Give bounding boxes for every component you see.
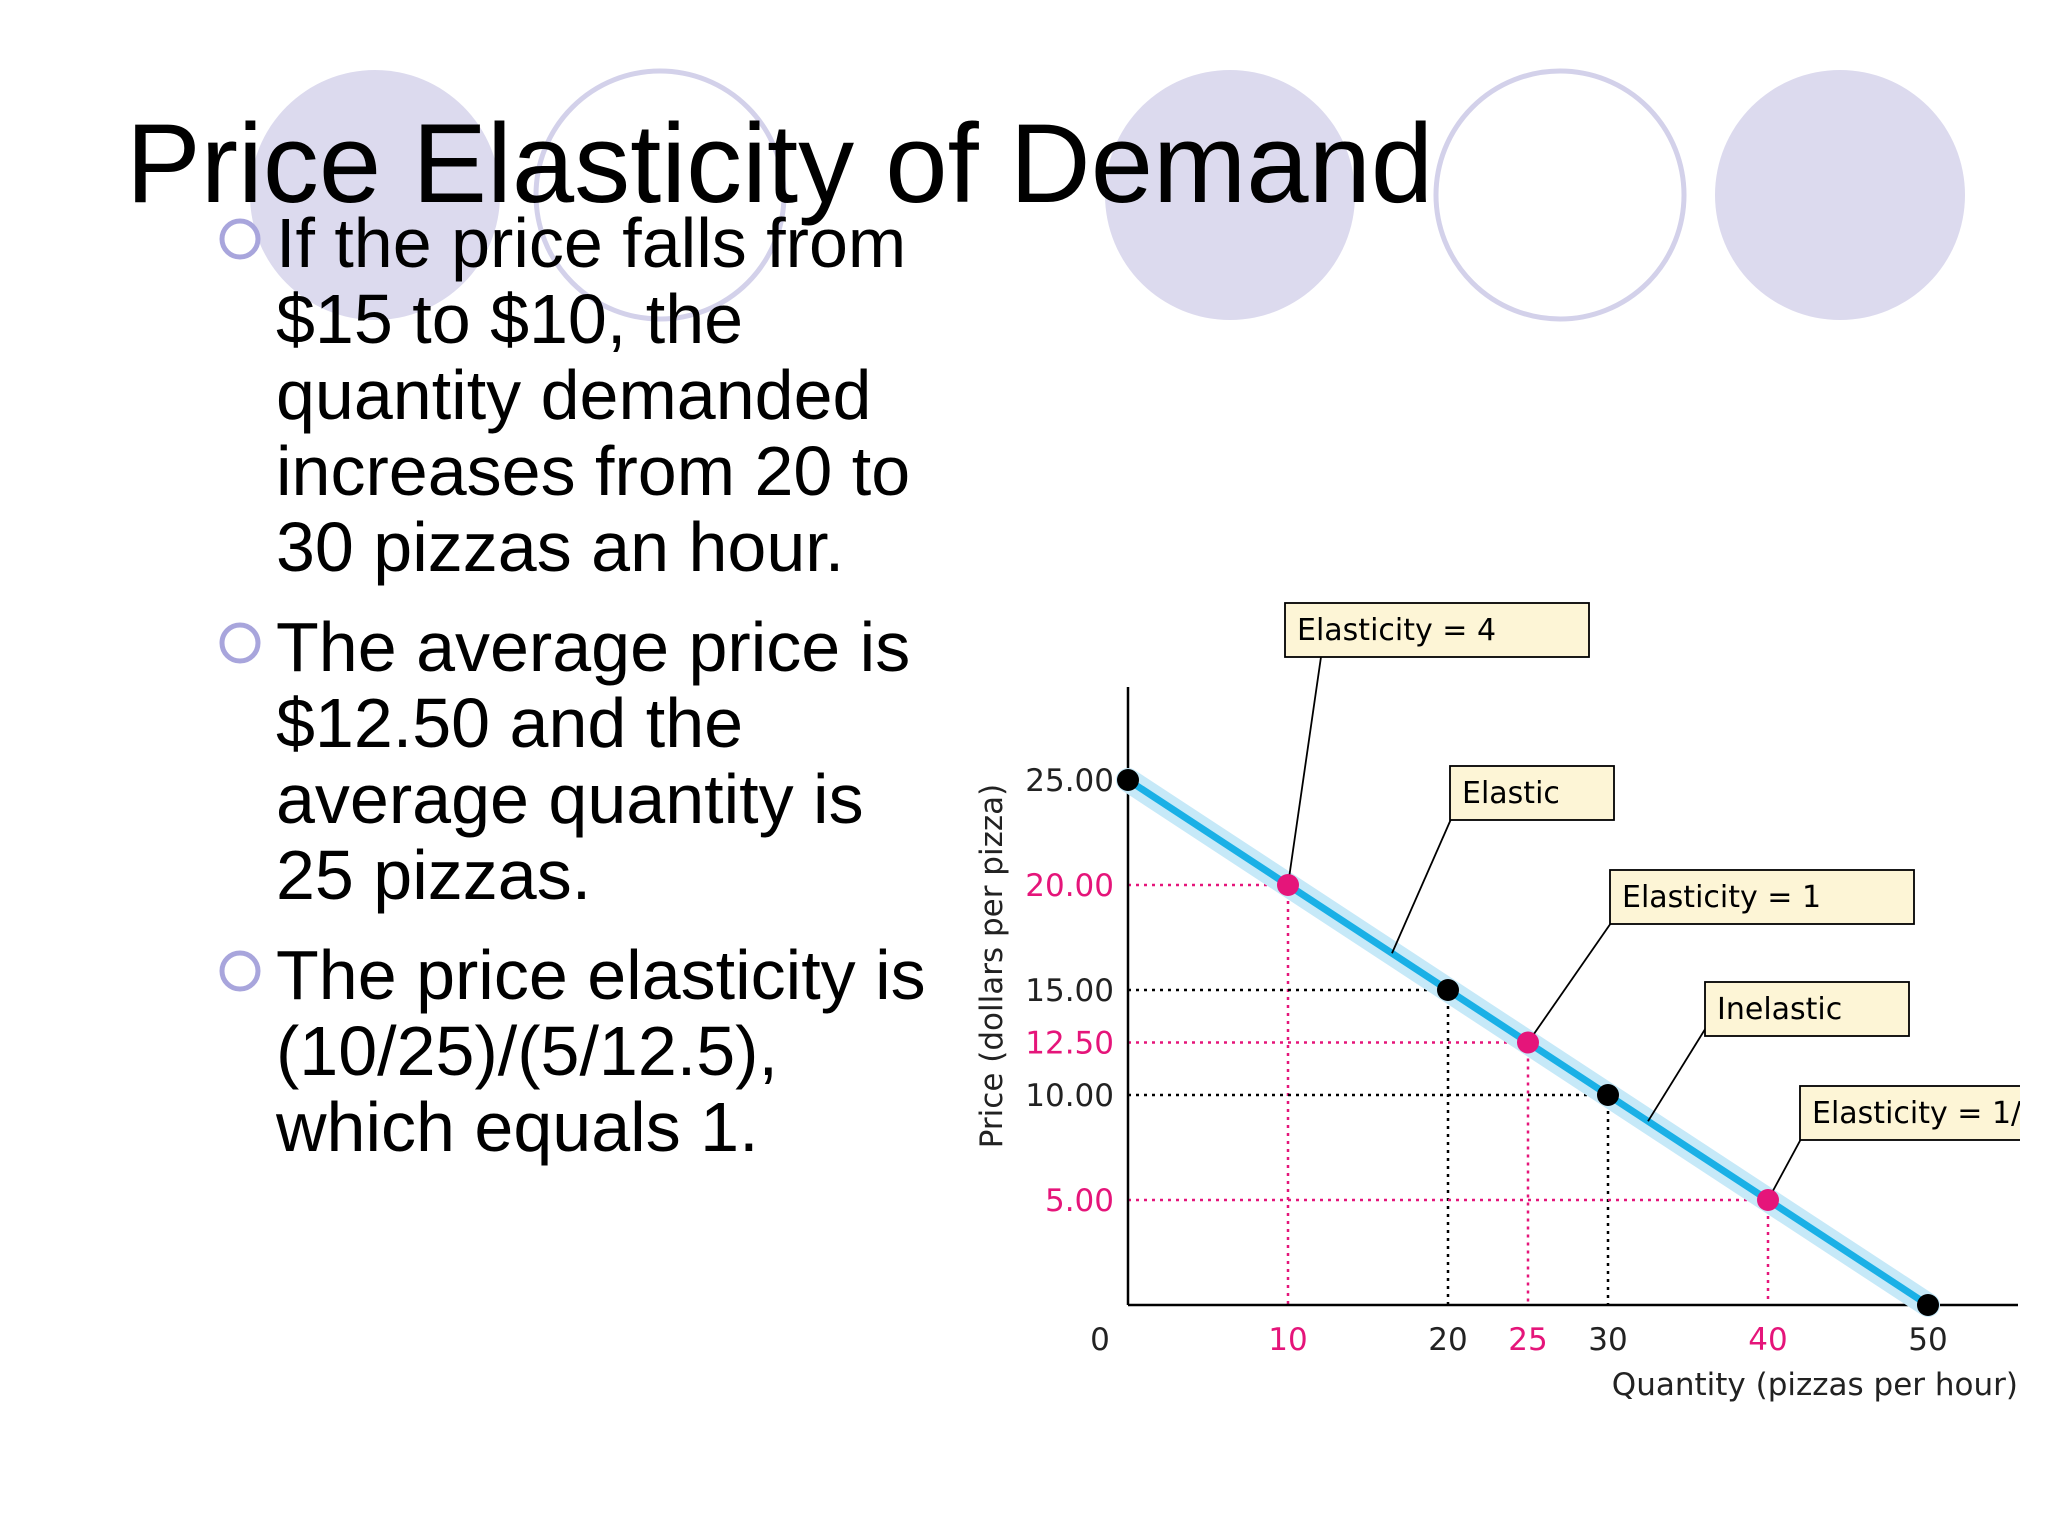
x-tick-label: 0 <box>1090 1322 1110 1358</box>
data-point <box>1437 979 1459 1001</box>
annotation-label: Elasticity = 4 <box>1297 613 1496 648</box>
x-tick-label: 40 <box>1748 1322 1787 1358</box>
data-point <box>1597 1084 1619 1106</box>
ring-bullet-icon <box>219 218 261 260</box>
annotation-box <box>1609 869 1915 925</box>
y-tick-label: 20.00 <box>1025 868 1114 904</box>
annotation-leader-line <box>1391 809 1456 954</box>
y-tick-label: 15.00 <box>1025 973 1114 1009</box>
bullet-text: The average price is $12.50 and the aver… <box>276 608 911 914</box>
data-point <box>1917 1294 1939 1316</box>
deco-circle-filled-3 <box>1715 70 1965 320</box>
deco-circle-filled-1 <box>250 70 500 320</box>
deco-circle-filled-2 <box>1105 70 1355 320</box>
annotation-label: Elastic <box>1462 776 1560 811</box>
x-axis-title: Quantity (pizzas per hour) <box>1612 1367 2018 1403</box>
annotation-box <box>1449 765 1615 821</box>
data-point <box>1117 769 1139 791</box>
annotation-box <box>1704 981 1910 1037</box>
ring-bullet-icon <box>219 622 261 664</box>
annotation-box <box>1799 1085 2020 1141</box>
bullet-item: If the price falls from $15 to $10, the … <box>212 205 932 585</box>
deco-circle-outline-1 <box>533 68 787 322</box>
annotation-label: Inelastic <box>1717 992 1842 1027</box>
data-point <box>1517 1031 1539 1054</box>
bullet-item: The price elasticity is (10/25)/(5/12.5)… <box>212 937 932 1165</box>
y-tick-label: 12.50 <box>1025 1026 1114 1062</box>
bullet-item: The average price is $12.50 and the aver… <box>212 609 932 913</box>
data-point <box>1757 1189 1779 1211</box>
annotation-label: Elasticity = 1/4 <box>1812 1096 2020 1131</box>
annotation-label: Elasticity = 1 <box>1622 880 1821 915</box>
annotation-box <box>1284 602 1590 658</box>
bullet-list: If the price falls from $15 to $10, the … <box>212 205 932 1189</box>
x-tick-label: 10 <box>1268 1322 1307 1358</box>
deco-circle-outline-2 <box>1433 68 1687 322</box>
x-tick-label: 25 <box>1508 1322 1547 1358</box>
y-tick-label: 25.00 <box>1025 763 1114 799</box>
x-tick-label: 30 <box>1588 1322 1627 1358</box>
bullet-text: The price elasticity is (10/25)/(5/12.5)… <box>276 936 926 1166</box>
x-tick-label: 50 <box>1908 1322 1947 1358</box>
bullet-text: If the price falls from $15 to $10, the … <box>276 204 911 586</box>
demand-elasticity-chart: Elasticity = 4 Elastic Elasticity = 1 Inela… <box>974 602 2020 1403</box>
y-tick-label: 5.00 <box>1045 1183 1114 1219</box>
ring-bullet-icon <box>219 950 261 992</box>
y-tick-label: 10.00 <box>1025 1078 1114 1114</box>
annotation-leader-line <box>1647 1017 1713 1122</box>
annotation-leader-line <box>1287 649 1323 886</box>
annotation-leader-line <box>1527 909 1621 1044</box>
data-point <box>1277 874 1299 896</box>
y-axis-title: Price (dollars per pizza) <box>974 784 1010 1148</box>
slide-title: Price Elasticity of Demand <box>126 101 1434 226</box>
x-tick-label: 20 <box>1428 1322 1467 1358</box>
